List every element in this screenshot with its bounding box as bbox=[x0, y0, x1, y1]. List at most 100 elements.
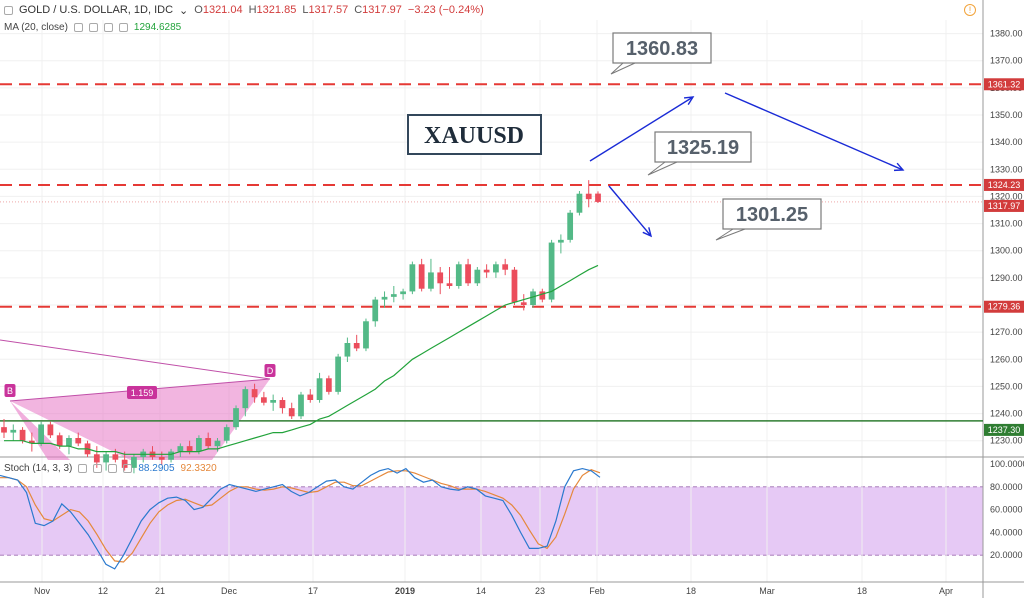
candle-body bbox=[270, 400, 277, 403]
candle-body bbox=[260, 397, 267, 403]
more-icon[interactable] bbox=[118, 23, 128, 32]
close-value: 1317.97 bbox=[362, 4, 402, 16]
warning-icon[interactable]: ! bbox=[964, 4, 976, 16]
price-tag: 1361.32 bbox=[988, 79, 1021, 89]
candle-body bbox=[483, 269, 490, 273]
candle-body bbox=[307, 394, 314, 400]
candle-body bbox=[576, 193, 583, 213]
open-label: O bbox=[194, 4, 203, 16]
candle-body bbox=[344, 343, 351, 357]
ma-label[interactable]: MA (20, close) bbox=[4, 22, 68, 33]
price-tick-label: 1310.00 bbox=[990, 219, 1023, 229]
price-tick-label: 1260.00 bbox=[990, 354, 1023, 364]
callout-1325-box bbox=[654, 131, 752, 163]
eye-icon[interactable] bbox=[73, 23, 83, 32]
candle-body bbox=[66, 438, 72, 447]
candle-body bbox=[214, 440, 221, 447]
candle-body bbox=[381, 296, 388, 300]
ma-legend: MA (20, close) 1294.6285 bbox=[4, 22, 181, 33]
candle-body bbox=[19, 429, 26, 441]
change-value: −3.23 (−0.24%) bbox=[407, 4, 484, 16]
candle-body bbox=[585, 193, 592, 200]
callout-1301-box bbox=[722, 198, 822, 230]
pattern-line bbox=[0, 339, 271, 380]
price-tick-label: 1290.00 bbox=[990, 273, 1023, 283]
candle-body bbox=[428, 272, 434, 289]
price-tick-label: 1250.00 bbox=[990, 381, 1023, 391]
candle-body bbox=[186, 446, 193, 452]
price-tick-label: 1300.00 bbox=[990, 246, 1023, 256]
candle-body bbox=[103, 454, 109, 463]
time-tick-label: 12 bbox=[98, 586, 108, 596]
price-tag: 1279.36 bbox=[988, 302, 1021, 312]
callout-1301-tip bbox=[715, 228, 746, 241]
stoch-tick-label: 80.0000 bbox=[990, 482, 1023, 492]
candle-body bbox=[325, 378, 332, 392]
candle-body bbox=[28, 440, 35, 444]
candle-body bbox=[400, 291, 406, 295]
candle-body bbox=[455, 264, 462, 286]
high-label: H bbox=[248, 4, 257, 16]
settings-icon[interactable] bbox=[93, 464, 103, 473]
price-tick-label: 1350.00 bbox=[990, 110, 1023, 120]
candle-body bbox=[502, 264, 509, 270]
candle-body bbox=[335, 356, 342, 392]
candle-body bbox=[131, 457, 137, 468]
close-label: C bbox=[354, 4, 363, 16]
time-tick-label: Nov bbox=[34, 586, 51, 596]
time-tick-label: 21 bbox=[155, 586, 165, 596]
callout-1360-tip bbox=[610, 62, 636, 75]
candle-body bbox=[520, 302, 527, 305]
symbol-header: GOLD / U.S. DOLLAR, 1D, IDC ⌄ O1321.04 H… bbox=[0, 0, 484, 20]
candle-body bbox=[446, 283, 453, 286]
chevron-down-icon[interactable]: ⌄ bbox=[179, 4, 189, 17]
settings-icon[interactable] bbox=[88, 23, 98, 32]
more-icon[interactable] bbox=[123, 464, 133, 473]
candle-body bbox=[595, 193, 601, 202]
close-icon[interactable] bbox=[103, 23, 113, 32]
price-tag: 1317.97 bbox=[988, 201, 1021, 211]
candle-body bbox=[205, 438, 212, 447]
time-tick-label: 18 bbox=[857, 586, 867, 596]
candle-body bbox=[390, 294, 397, 297]
time-tick-label: Feb bbox=[589, 586, 605, 596]
price-tag: 1237.30 bbox=[988, 425, 1021, 435]
price-tag-bg bbox=[984, 300, 1024, 313]
candle-body bbox=[223, 427, 230, 441]
price-tag-bg bbox=[984, 178, 1024, 191]
candle-body bbox=[121, 459, 128, 468]
time-tick-label: Dec bbox=[221, 586, 238, 596]
candle-body bbox=[112, 454, 119, 460]
symbol-title[interactable]: GOLD / U.S. DOLLAR, 1D, IDC bbox=[19, 4, 174, 16]
candle-body bbox=[409, 264, 416, 292]
stoch-tick-label: 40.0000 bbox=[990, 527, 1023, 537]
candle-body bbox=[372, 299, 379, 322]
low-label: L bbox=[302, 4, 309, 16]
price-tag: 1324.23 bbox=[988, 180, 1021, 190]
candle-body bbox=[539, 291, 546, 300]
stoch-d-line bbox=[0, 469, 601, 563]
eye-icon[interactable] bbox=[78, 464, 88, 473]
price-tag-bg bbox=[984, 199, 1024, 212]
collapse-icon[interactable] bbox=[4, 5, 13, 15]
candle-body bbox=[288, 408, 295, 417]
price-tick-label: 1380.00 bbox=[990, 29, 1023, 39]
stoch-label[interactable]: Stoch (14, 3, 3) bbox=[4, 463, 73, 474]
stoch-tick-label: 100.0000 bbox=[990, 459, 1024, 469]
callout-1325-text: 1325.19 bbox=[667, 137, 739, 159]
callout-1325-tip bbox=[647, 161, 678, 176]
pattern-right-wing bbox=[10, 379, 270, 460]
chart-title: XAUUSD bbox=[424, 123, 524, 149]
price-tick-label: 1370.00 bbox=[990, 56, 1023, 66]
close-icon[interactable] bbox=[108, 464, 118, 473]
candle-body bbox=[251, 389, 258, 398]
candle-body bbox=[557, 239, 564, 243]
candle-body bbox=[353, 343, 360, 349]
candle-body bbox=[530, 291, 536, 305]
candle-body bbox=[10, 429, 17, 433]
price-tag-bg bbox=[984, 78, 1024, 91]
candle-body bbox=[474, 269, 481, 284]
price-tick-label: 1270.00 bbox=[990, 327, 1023, 337]
candle-body bbox=[56, 435, 63, 447]
price-tick-label: 1230.00 bbox=[990, 436, 1023, 446]
